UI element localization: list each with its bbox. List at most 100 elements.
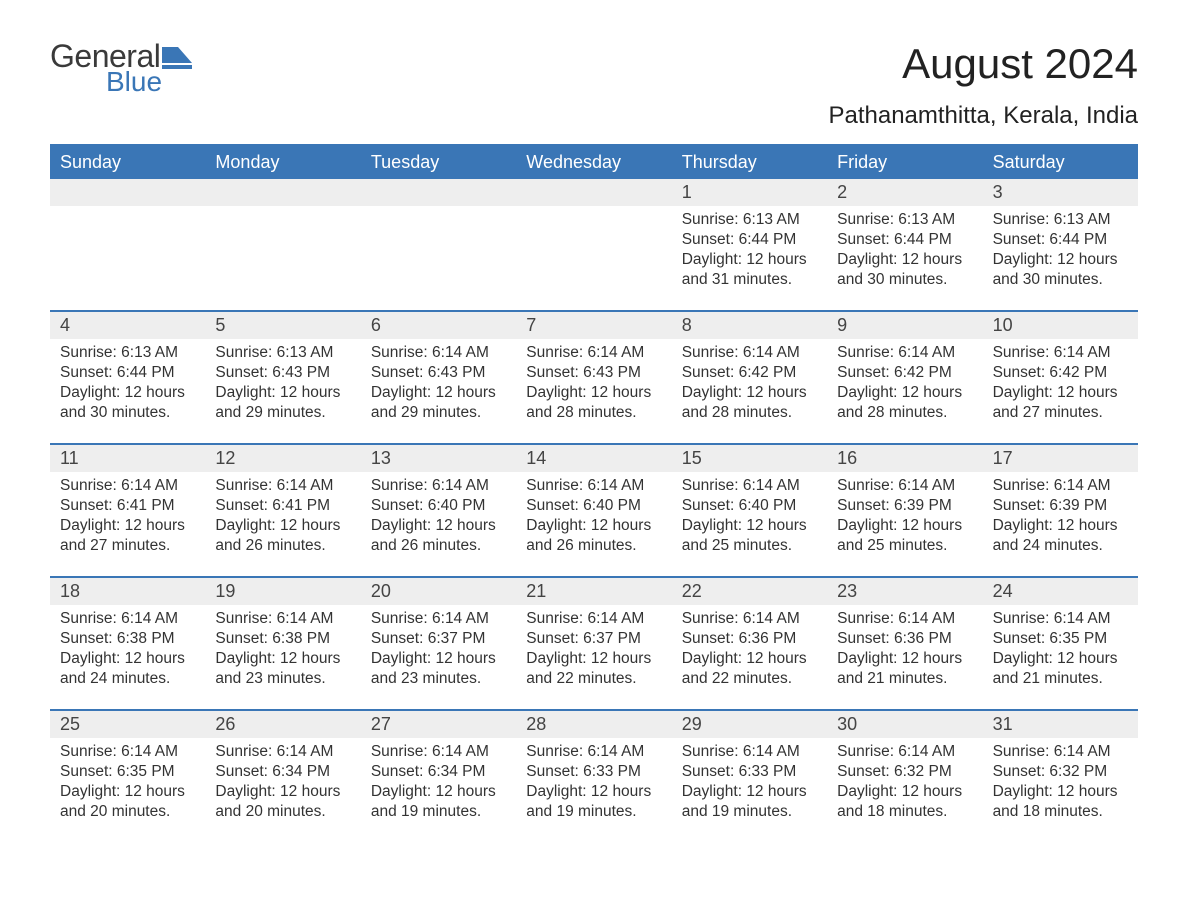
day-number: 19 — [205, 578, 360, 605]
day-number: 30 — [827, 711, 982, 738]
day-cell: Sunrise: 6:14 AMSunset: 6:35 PMDaylight:… — [983, 605, 1138, 709]
sunrise-line: Sunrise: 6:14 AM — [526, 742, 661, 762]
day-cell: Sunrise: 6:14 AMSunset: 6:33 PMDaylight:… — [672, 738, 827, 842]
daylight-line: Daylight: 12 hours and 28 minutes. — [682, 383, 817, 423]
sunrise-line: Sunrise: 6:14 AM — [526, 343, 661, 363]
sunset-line: Sunset: 6:42 PM — [682, 363, 817, 383]
calendar-week: 123Sunrise: 6:13 AMSunset: 6:44 PMDaylig… — [50, 179, 1138, 310]
sunset-line: Sunset: 6:40 PM — [682, 496, 817, 516]
day-number: 18 — [50, 578, 205, 605]
day-cell — [361, 206, 516, 310]
day-number: 13 — [361, 445, 516, 472]
sunrise-line: Sunrise: 6:13 AM — [682, 210, 817, 230]
day-number: 7 — [516, 312, 671, 339]
sunrise-line: Sunrise: 6:14 AM — [60, 609, 195, 629]
weekday-label: Wednesday — [516, 146, 671, 179]
daylight-line: Daylight: 12 hours and 31 minutes. — [682, 250, 817, 290]
daylight-line: Daylight: 12 hours and 26 minutes. — [371, 516, 506, 556]
weekday-label: Thursday — [672, 146, 827, 179]
daylight-line: Daylight: 12 hours and 18 minutes. — [837, 782, 972, 822]
sunset-line: Sunset: 6:32 PM — [993, 762, 1128, 782]
sunset-line: Sunset: 6:44 PM — [682, 230, 817, 250]
day-cell: Sunrise: 6:14 AMSunset: 6:41 PMDaylight:… — [50, 472, 205, 576]
day-number: 29 — [672, 711, 827, 738]
daylight-line: Daylight: 12 hours and 27 minutes. — [60, 516, 195, 556]
daylight-line: Daylight: 12 hours and 19 minutes. — [526, 782, 661, 822]
sunset-line: Sunset: 6:37 PM — [371, 629, 506, 649]
day-number: 25 — [50, 711, 205, 738]
day-cell: Sunrise: 6:14 AMSunset: 6:32 PMDaylight:… — [827, 738, 982, 842]
flag-icon — [162, 47, 192, 74]
daylight-line: Daylight: 12 hours and 18 minutes. — [993, 782, 1128, 822]
day-cell: Sunrise: 6:14 AMSunset: 6:39 PMDaylight:… — [827, 472, 982, 576]
sunset-line: Sunset: 6:34 PM — [371, 762, 506, 782]
day-cell: Sunrise: 6:14 AMSunset: 6:38 PMDaylight:… — [50, 605, 205, 709]
sunrise-line: Sunrise: 6:14 AM — [60, 742, 195, 762]
daylight-line: Daylight: 12 hours and 20 minutes. — [60, 782, 195, 822]
day-number: 2 — [827, 179, 982, 206]
daylight-line: Daylight: 12 hours and 23 minutes. — [215, 649, 350, 689]
daylight-line: Daylight: 12 hours and 26 minutes. — [526, 516, 661, 556]
sunrise-line: Sunrise: 6:14 AM — [837, 343, 972, 363]
page-title: August 2024 — [902, 40, 1138, 88]
day-number — [205, 179, 360, 206]
daylight-line: Daylight: 12 hours and 26 minutes. — [215, 516, 350, 556]
day-cell: Sunrise: 6:14 AMSunset: 6:42 PMDaylight:… — [827, 339, 982, 443]
day-body-row: Sunrise: 6:14 AMSunset: 6:35 PMDaylight:… — [50, 738, 1138, 842]
day-cell: Sunrise: 6:14 AMSunset: 6:43 PMDaylight:… — [516, 339, 671, 443]
day-body-row: Sunrise: 6:14 AMSunset: 6:41 PMDaylight:… — [50, 472, 1138, 576]
day-number: 14 — [516, 445, 671, 472]
sunset-line: Sunset: 6:40 PM — [526, 496, 661, 516]
sunset-line: Sunset: 6:35 PM — [60, 762, 195, 782]
day-number: 16 — [827, 445, 982, 472]
daylight-line: Daylight: 12 hours and 28 minutes. — [837, 383, 972, 423]
weekday-header-row: SundayMondayTuesdayWednesdayThursdayFrid… — [50, 144, 1138, 179]
sunrise-line: Sunrise: 6:14 AM — [215, 609, 350, 629]
day-body-row: Sunrise: 6:13 AMSunset: 6:44 PMDaylight:… — [50, 339, 1138, 443]
day-number: 3 — [983, 179, 1138, 206]
sunrise-line: Sunrise: 6:14 AM — [215, 742, 350, 762]
day-number: 11 — [50, 445, 205, 472]
sunset-line: Sunset: 6:40 PM — [371, 496, 506, 516]
day-number: 21 — [516, 578, 671, 605]
daylight-line: Daylight: 12 hours and 24 minutes. — [60, 649, 195, 689]
day-cell: Sunrise: 6:14 AMSunset: 6:40 PMDaylight:… — [516, 472, 671, 576]
sunrise-line: Sunrise: 6:14 AM — [371, 609, 506, 629]
sunrise-line: Sunrise: 6:14 AM — [837, 476, 972, 496]
day-number: 8 — [672, 312, 827, 339]
weekday-label: Monday — [205, 146, 360, 179]
title-block: August 2024 — [902, 40, 1138, 88]
sunrise-line: Sunrise: 6:13 AM — [837, 210, 972, 230]
day-number-row: 123 — [50, 179, 1138, 206]
daylight-line: Daylight: 12 hours and 30 minutes. — [837, 250, 972, 290]
day-cell: Sunrise: 6:14 AMSunset: 6:35 PMDaylight:… — [50, 738, 205, 842]
calendar: SundayMondayTuesdayWednesdayThursdayFrid… — [50, 144, 1138, 842]
sunrise-line: Sunrise: 6:14 AM — [837, 609, 972, 629]
day-cell: Sunrise: 6:14 AMSunset: 6:43 PMDaylight:… — [361, 339, 516, 443]
sunset-line: Sunset: 6:38 PM — [60, 629, 195, 649]
day-cell: Sunrise: 6:14 AMSunset: 6:40 PMDaylight:… — [361, 472, 516, 576]
weekday-label: Sunday — [50, 146, 205, 179]
sunset-line: Sunset: 6:42 PM — [837, 363, 972, 383]
day-number: 26 — [205, 711, 360, 738]
sunrise-line: Sunrise: 6:14 AM — [526, 476, 661, 496]
day-number — [361, 179, 516, 206]
daylight-line: Daylight: 12 hours and 22 minutes. — [526, 649, 661, 689]
sunset-line: Sunset: 6:38 PM — [215, 629, 350, 649]
sunset-line: Sunset: 6:33 PM — [526, 762, 661, 782]
sunrise-line: Sunrise: 6:14 AM — [682, 742, 817, 762]
sunset-line: Sunset: 6:44 PM — [993, 230, 1128, 250]
sunset-line: Sunset: 6:43 PM — [371, 363, 506, 383]
weekday-label: Saturday — [983, 146, 1138, 179]
daylight-line: Daylight: 12 hours and 24 minutes. — [993, 516, 1128, 556]
daylight-line: Daylight: 12 hours and 27 minutes. — [993, 383, 1128, 423]
day-number: 9 — [827, 312, 982, 339]
sunset-line: Sunset: 6:41 PM — [215, 496, 350, 516]
day-number-row: 18192021222324 — [50, 578, 1138, 605]
day-cell: Sunrise: 6:14 AMSunset: 6:37 PMDaylight:… — [361, 605, 516, 709]
sunset-line: Sunset: 6:35 PM — [993, 629, 1128, 649]
sunset-line: Sunset: 6:41 PM — [60, 496, 195, 516]
sunset-line: Sunset: 6:32 PM — [837, 762, 972, 782]
sunset-line: Sunset: 6:44 PM — [837, 230, 972, 250]
day-body-row: Sunrise: 6:13 AMSunset: 6:44 PMDaylight:… — [50, 206, 1138, 310]
